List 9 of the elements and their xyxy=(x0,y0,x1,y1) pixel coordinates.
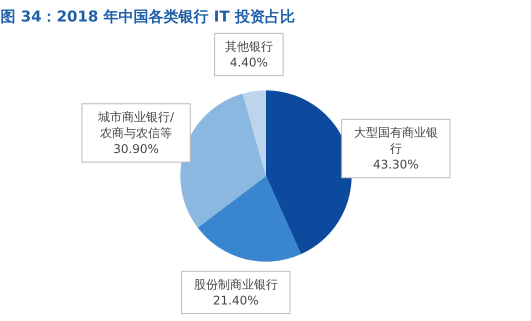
data-label: 4.40% xyxy=(230,56,268,70)
chart-title: 图 34：2018 年中国各类银行 IT 投资占比 xyxy=(0,8,295,26)
slice-label: 股份制商业银行 xyxy=(194,277,278,292)
slice-label: 其他银行 xyxy=(224,39,273,54)
data-label: 21.40% xyxy=(212,293,259,308)
slice-label: 城市商业银行/农商与农信等 xyxy=(97,110,176,140)
slice-label: 大型国有商业银行 xyxy=(354,126,438,156)
data-label: 43.30% xyxy=(372,158,419,172)
data-label: 30.90% xyxy=(113,142,159,156)
